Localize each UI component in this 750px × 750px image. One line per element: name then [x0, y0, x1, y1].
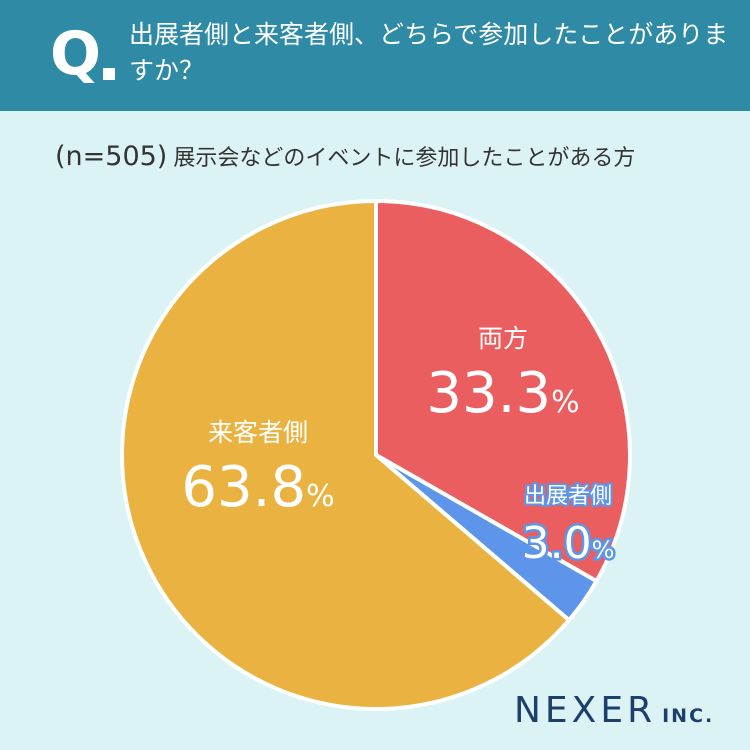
pie-slice [120, 199, 572, 711]
slice-value: 3.0% [522, 518, 615, 569]
nexer-logo: NEXER INC. [514, 690, 714, 731]
slice-value-number: 63.8 [181, 455, 306, 520]
slice-label: 両方 [478, 324, 528, 353]
slice-value-number: 3.0 [522, 518, 592, 569]
logo-name: NEXER [514, 690, 657, 731]
slice-value-number: 33.3 [426, 361, 551, 426]
slice-label: 来客者側 [208, 418, 308, 447]
slice-label: 出展者側 [524, 484, 612, 509]
slice-value-unit: % [551, 385, 580, 420]
q-mark: Q [50, 19, 102, 89]
question-text: 出展者側と来客者側、どちらで参加したことがありますか？ [129, 20, 729, 85]
question-header: Q 出展者側と来客者側、どちらで参加したことがありますか？ [0, 0, 750, 111]
subtitle-text: 展示会などのイベントに参加したことがある方 [173, 146, 636, 171]
slice-value: 33.3% [426, 361, 579, 426]
pie-slice [374, 199, 632, 584]
logo-suffix: INC. [662, 705, 715, 727]
respondent-description: (n=505) 展示会などのイベントに参加したことがある方 [55, 140, 635, 172]
slice-value-unit: % [306, 479, 335, 514]
q-dot [103, 68, 115, 80]
sample-size: (n=505) [55, 141, 168, 172]
slice-value-unit: % [592, 536, 615, 564]
slice-value: 63.8% [181, 455, 334, 520]
